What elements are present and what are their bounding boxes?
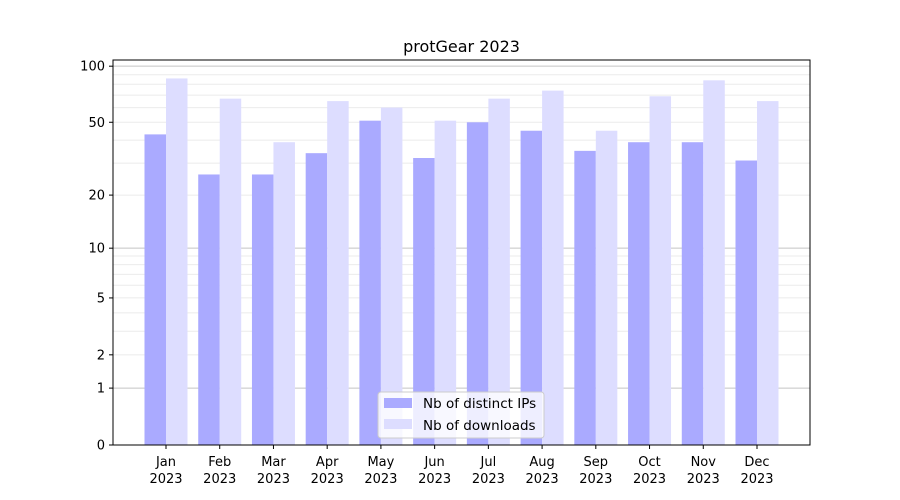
bar-downloads	[166, 78, 188, 446]
axes-frame	[112, 59, 811, 446]
bar-distinct-ips	[305, 153, 328, 445]
x-axis: Jan 2023 Feb 2023 Mar 2023 Apr 2023 May 2023 Jun 20…	[149, 445, 774, 487]
bar-distinct-ips	[628, 142, 650, 445]
bar-downloads	[757, 101, 779, 445]
bar-downloads	[327, 101, 349, 445]
x-tick-label: 2023	[740, 472, 773, 487]
y-tick-label: 100	[80, 60, 105, 75]
x-tick-label: 2023	[257, 472, 290, 487]
y-tick-label: 20	[88, 189, 105, 204]
x-tick-label: 2023	[149, 472, 182, 487]
bar-distinct-ips	[198, 174, 220, 446]
x-tick-label: Jun	[423, 455, 444, 470]
x-tick-label: 2023	[472, 472, 505, 487]
x-tick-label: Sep	[584, 455, 609, 470]
bar-distinct-ips	[359, 120, 381, 446]
x-tick-label: 2023	[203, 472, 236, 487]
bar-distinct-ips	[251, 174, 274, 446]
bar-distinct-ips	[681, 142, 704, 445]
bar-distinct-ips	[520, 130, 543, 445]
bar-downloads	[488, 98, 510, 445]
y-tick-label: 0	[97, 439, 105, 454]
x-tick-label: Oct	[638, 455, 660, 470]
x-tick-label: Jul	[480, 455, 497, 470]
x-tick-label: Feb	[208, 455, 231, 470]
bar-downloads	[434, 120, 457, 446]
x-tick-label: Nov	[691, 455, 717, 470]
x-tick-label: 2023	[526, 472, 559, 487]
legend: Nb of distinct IPs Nb of downloads	[377, 391, 545, 439]
legend-label-ips: Nb of distinct IPs	[423, 396, 536, 412]
bars	[144, 78, 779, 446]
x-tick-label: Mar	[261, 455, 286, 470]
chart-title: protGear 2023	[403, 37, 520, 56]
y-tick-label: 2	[97, 348, 105, 363]
bar-distinct-ips	[735, 160, 757, 445]
bar-downloads	[649, 96, 672, 445]
legend-swatch-ips	[384, 398, 412, 408]
x-tick-label: Jan	[155, 455, 176, 470]
y-tick-label: 1	[97, 382, 105, 397]
x-tick-label: 2023	[311, 472, 344, 487]
x-tick-label: 2023	[687, 472, 720, 487]
y-tick-label: 10	[88, 242, 105, 257]
y-tick-label: 5	[97, 291, 105, 306]
legend-swatch-downloads	[384, 419, 412, 429]
x-tick-label: Dec	[744, 455, 769, 470]
bar-downloads	[542, 90, 564, 446]
y-tick-label: 50	[88, 116, 105, 131]
bar-distinct-ips	[413, 158, 435, 446]
y-axis: 0 1 2 5 10 20 50 100	[80, 60, 113, 454]
x-tick-label: 2023	[418, 472, 451, 487]
legend-label-downloads: Nb of downloads	[423, 418, 536, 434]
x-tick-label: 2023	[579, 472, 612, 487]
bar-distinct-ips	[466, 122, 489, 446]
bar-downloads	[595, 130, 618, 445]
x-tick-label: Apr	[316, 455, 339, 470]
x-tick-label: 2023	[633, 472, 666, 487]
bar-downloads	[380, 107, 403, 445]
x-tick-label: 2023	[364, 472, 397, 487]
x-tick-label: May	[367, 455, 394, 470]
bar-distinct-ips	[144, 134, 166, 445]
x-tick-label: Aug	[529, 455, 554, 470]
bar-downloads	[703, 80, 725, 446]
bar-downloads	[273, 142, 295, 445]
bar-distinct-ips	[574, 150, 596, 445]
bar-downloads	[219, 98, 242, 445]
